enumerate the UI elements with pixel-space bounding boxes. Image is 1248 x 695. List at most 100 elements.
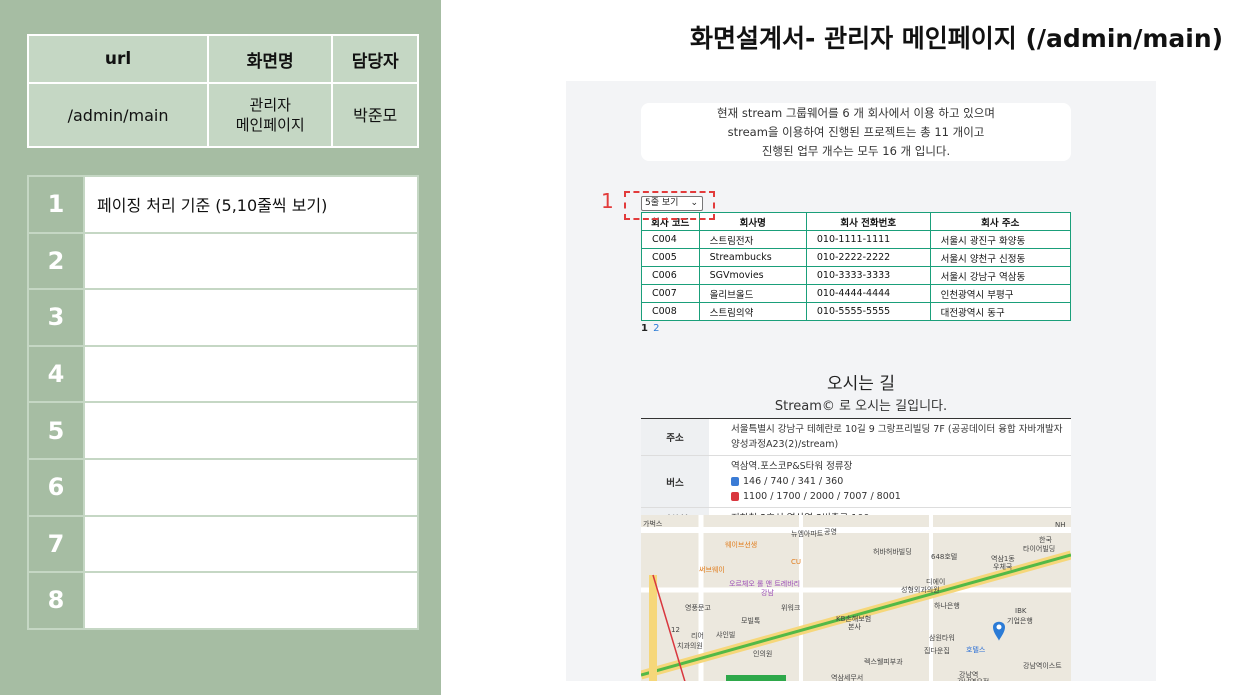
map-label: 영풍문고 — [685, 604, 711, 612]
directions-subtitle: Stream© 로 오시는 길입니다. — [774, 399, 948, 414]
desc-number: 4 — [27, 344, 85, 404]
map-label: 샤인빌 — [716, 631, 736, 639]
page-link[interactable]: 2 — [653, 323, 660, 334]
desc-row: 2 — [27, 231, 419, 291]
cell: 서울시 양천구 신정동 — [929, 248, 1072, 267]
map-label: CU — [791, 558, 802, 566]
desc-number: 6 — [27, 457, 85, 517]
summary-line: 현재 stream 그룹웨어를 6 개 회사에서 이용 하고 있으며 — [717, 106, 995, 120]
cell: C006 — [641, 266, 700, 285]
cell: 서울시 강남구 역삼동 — [929, 266, 1072, 285]
map-label: 역삼1동 — [991, 555, 1015, 563]
map-label: 하나은행 — [934, 602, 960, 610]
cell: Streambucks — [698, 248, 807, 267]
map-label: 648호텔 — [931, 553, 958, 561]
header-screen-name: 화면명 — [207, 34, 334, 84]
desc-row: 1 페이징 처리 기준 (5,10줄씩 보기) — [27, 175, 419, 234]
desc-row: 3 — [27, 288, 419, 347]
desc-text — [83, 288, 419, 347]
annotation-highlight-box — [624, 191, 715, 220]
map-label: 뉴엠아파트 — [791, 530, 824, 538]
pagination: 1 2 — [641, 323, 660, 334]
address-label: 주소 — [641, 418, 709, 456]
screen-info-table: url 화면명 담당자 /admin/main 관리자 메인페이지 박준모 — [26, 34, 419, 148]
desc-text — [83, 457, 419, 517]
map-label: 허바허바빌딩 — [873, 548, 912, 556]
map-label: 집다운집 — [924, 647, 950, 655]
map-label: 호텔스 — [966, 646, 986, 654]
bus-value: 역삼역.포스코P&S타워 정류장 146 / 740 / 341 / 360 1… — [709, 455, 1071, 508]
map-label: 오르체오 롤 앤 트레바리 — [729, 580, 801, 588]
bus-blue-routes: 146 / 740 / 341 / 360 — [743, 476, 844, 487]
table-row: C006 SGVmovies 010-3333-3333 서울시 강남구 역삼동 — [641, 266, 1072, 285]
table-row: C007 올리브올드 010-4444-4444 인천광역시 부평구 — [641, 284, 1072, 303]
map-label: 써브웨이 — [699, 566, 725, 574]
cell: 010-1111-1111 — [805, 230, 931, 249]
map-label: 우체국 — [993, 563, 1013, 571]
rows-per-page-select[interactable]: 5줄 보기 ⌄ — [641, 196, 703, 211]
directions-table: 주소 서울특별시 강남구 테헤란로 10길 9 그랑프리빌딩 7F (공공데이터… — [641, 418, 1071, 530]
cell: SGVmovies — [698, 266, 807, 285]
annotation-marker: 1 — [601, 189, 614, 213]
cell: C008 — [641, 302, 700, 321]
value-owner: 박준모 — [331, 82, 419, 148]
map-label: 렉스웰피부과 — [864, 658, 903, 666]
column-header: 회사명 — [698, 212, 807, 231]
map-label: 인의원 — [753, 650, 773, 658]
map-label: 기업은행 — [1007, 617, 1033, 625]
map-label: 강남역우정 — [957, 677, 989, 681]
desc-number: 5 — [27, 401, 85, 460]
table-row: C005 Streambucks 010-2222-2222 서울시 양천구 신정동 — [641, 248, 1072, 267]
description-table: 1 페이징 처리 기준 (5,10줄씩 보기) 2 3 4 5 6 7 8 — [27, 175, 419, 630]
cell: 서울시 광진구 화양동 — [929, 230, 1072, 249]
map-label: 삼원타워 — [929, 634, 955, 642]
desc-text — [83, 571, 419, 630]
summary-box: 현재 stream 그룹웨어를 6 개 회사에서 이용 하고 있으며 strea… — [641, 103, 1071, 161]
directions-title: 오시는 길 — [827, 374, 895, 394]
summary-line: stream을 이용하여 진행된 프로젝트는 총 11 개이고 — [727, 125, 985, 139]
blue-bus-icon — [731, 477, 739, 486]
map-label: 역삼세무서 — [831, 674, 864, 681]
column-header: 회사 코드 — [641, 212, 700, 231]
desc-number: 2 — [27, 231, 85, 291]
desc-number: 8 — [27, 571, 85, 630]
cell: 010-3333-3333 — [805, 266, 931, 285]
column-header: 회사 전화번호 — [805, 212, 931, 231]
address-value: 서울특별시 강남구 테헤란로 10길 9 그랑프리빌딩 7F (공공데이터 융합… — [709, 418, 1071, 456]
map-label: 공영 — [824, 528, 837, 536]
cell: 010-5555-5555 — [805, 302, 931, 321]
map-label: IBK — [1015, 607, 1027, 615]
map-label: NH — [1055, 521, 1066, 529]
map-label: 강남역이스트 — [1023, 662, 1062, 670]
desc-number: 7 — [27, 514, 85, 574]
map-label: 웨이브선생 — [725, 541, 758, 549]
location-map[interactable]: 가벅스 뉴엠아파트 공영 한국 타이어빌딩 허바허바빌딩 648호텔 역삼1동 … — [641, 515, 1071, 681]
map-roads — [641, 515, 1071, 681]
bus-red-routes: 1100 / 1700 / 2000 / 7007 / 8001 — [743, 491, 901, 502]
map-label: KB손해보험 — [836, 615, 872, 623]
map-label: 성형외과의원 — [901, 586, 940, 594]
desc-row: 6 — [27, 457, 419, 517]
cell: C005 — [641, 248, 700, 267]
cell: 010-2222-2222 — [805, 248, 931, 267]
map-label: 위워크 — [781, 604, 801, 612]
summary-line: 진행된 업무 개수는 모두 16 개 입니다. — [761, 144, 951, 158]
header-owner: 담당자 — [331, 34, 419, 84]
select-value: 5줄 보기 — [645, 198, 679, 208]
bus-blue-line: 146 / 740 / 341 / 360 — [731, 474, 1065, 489]
cell: C007 — [641, 284, 700, 303]
desc-row: 8 — [27, 571, 419, 630]
map-label: 한국 — [1039, 536, 1052, 544]
desc-text — [83, 344, 419, 404]
value-screen-name: 관리자 메인페이지 — [207, 82, 334, 148]
page-current[interactable]: 1 — [641, 323, 648, 334]
map-label: 치과의원 — [677, 642, 703, 650]
header-url: url — [26, 34, 210, 84]
column-header: 회사 주소 — [929, 212, 1072, 231]
map-label: 강남 — [761, 589, 774, 597]
bus-stop: 역삼역.포스코P&S타워 정류장 — [731, 461, 853, 472]
map-label: 강남역 — [959, 671, 979, 679]
map-label: 리어 — [691, 632, 704, 640]
cell: 인천광역시 부평구 — [929, 284, 1072, 303]
